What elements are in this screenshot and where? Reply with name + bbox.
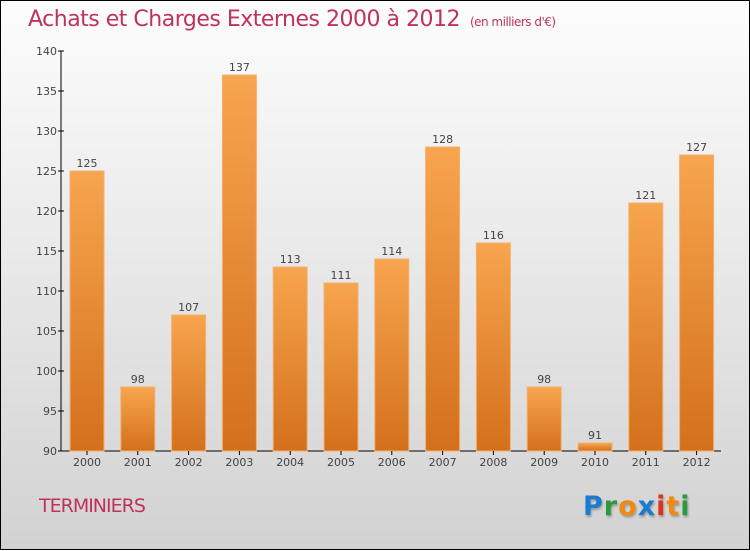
commune-name: TERMINIERS: [39, 495, 146, 517]
logo-letter: o: [618, 491, 638, 522]
title-text: Achats et Charges Externes 2000 à 2012: [28, 7, 460, 32]
bar: [221, 74, 257, 452]
bar: [374, 258, 410, 452]
y-tick-label: 130: [36, 125, 57, 138]
x-tick-label: 2005: [327, 456, 355, 469]
x-tick-label: 2012: [683, 456, 711, 469]
bar: [475, 242, 511, 452]
data-label: 98: [131, 373, 145, 386]
logo-letter: i: [680, 491, 691, 522]
data-label: 125: [77, 157, 98, 170]
y-tick-label: 90: [43, 445, 57, 458]
unit-label: (en milliers d'€): [469, 15, 556, 29]
data-label: 127: [686, 141, 707, 154]
data-label: 137: [229, 61, 250, 74]
bar: [120, 386, 156, 452]
bar: [425, 146, 461, 452]
logo-letter: r: [603, 491, 619, 522]
bar: [323, 282, 359, 452]
y-tick-label: 115: [36, 245, 57, 258]
y-tick-label: 105: [36, 325, 57, 338]
bar: [577, 442, 613, 452]
y-tick-label: 140: [36, 45, 57, 58]
x-tick-label: 2003: [225, 456, 253, 469]
x-tick-label: 2000: [73, 456, 101, 469]
data-label: 113: [280, 253, 301, 266]
bar: [628, 202, 664, 452]
bar: [171, 314, 207, 452]
data-label: 116: [483, 229, 504, 242]
logo-letter: x: [637, 491, 657, 522]
logo-letter: P: [583, 491, 604, 522]
bar: [272, 266, 308, 452]
y-tick-label: 95: [43, 405, 57, 418]
x-tick-label: 2004: [276, 456, 304, 469]
y-tick-label: 125: [36, 165, 57, 178]
data-label: 111: [331, 269, 352, 282]
y-tick-label: 120: [36, 205, 57, 218]
x-tick-label: 2006: [378, 456, 406, 469]
x-tick-label: 2001: [124, 456, 152, 469]
bar: [69, 170, 105, 452]
y-tick-label: 110: [36, 285, 57, 298]
x-tick-label: 2002: [175, 456, 203, 469]
proxiti-logo: Proxiti: [583, 491, 691, 522]
data-label: 114: [381, 245, 402, 258]
data-label: 128: [432, 133, 453, 146]
bar: [526, 386, 562, 452]
x-tick-label: 2010: [581, 456, 609, 469]
logo-letter: t: [666, 491, 681, 522]
chart-title: Achats et Charges Externes 2000 à 2012 (e…: [28, 7, 556, 32]
y-tick-label: 135: [36, 85, 57, 98]
logo-letter: i: [656, 491, 667, 522]
x-tick-label: 2008: [479, 456, 507, 469]
data-label: 107: [178, 301, 199, 314]
x-tick-label: 2009: [530, 456, 558, 469]
bar: [679, 154, 715, 452]
data-label: 98: [537, 373, 551, 386]
y-tick-label: 100: [36, 365, 57, 378]
x-tick-label: 2007: [429, 456, 457, 469]
x-tick-label: 2011: [632, 456, 660, 469]
data-label: 121: [635, 189, 656, 202]
data-label: 91: [588, 429, 602, 442]
